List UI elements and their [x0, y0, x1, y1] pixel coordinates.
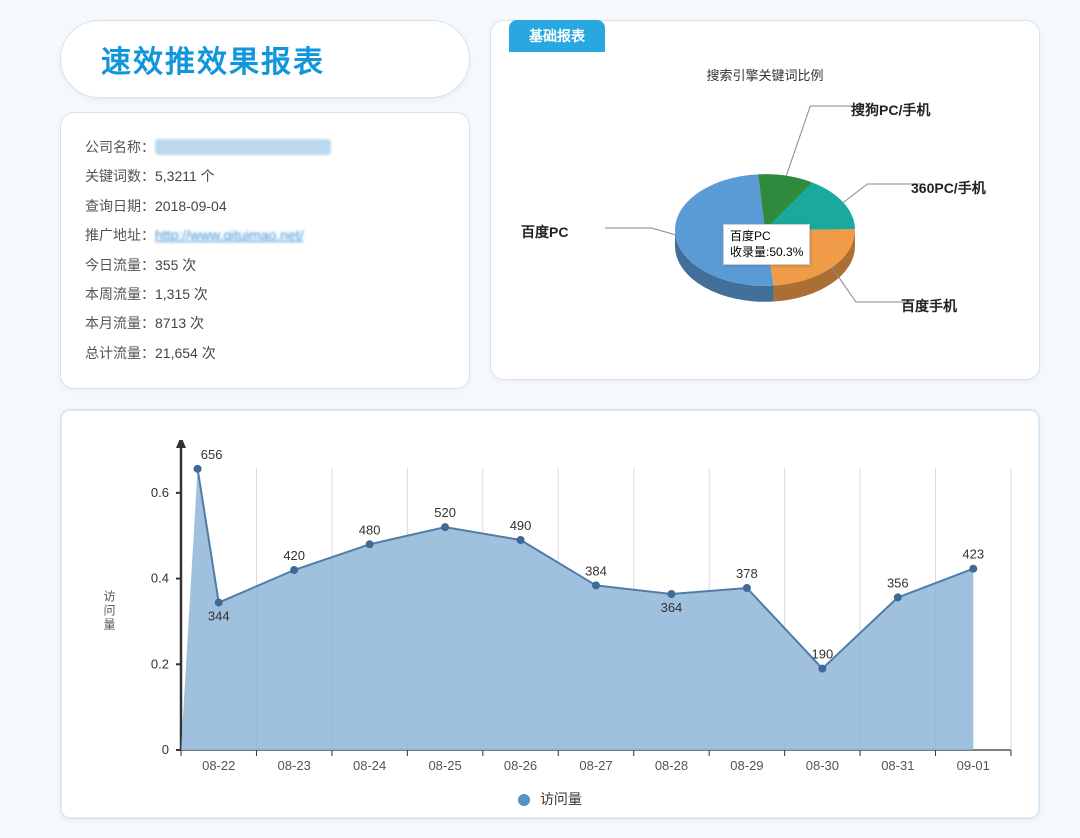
- data-value-label: 520: [434, 505, 456, 520]
- svg-text:0.6: 0.6: [151, 485, 169, 500]
- label-url: 推广地址：: [85, 221, 155, 250]
- value-week: 1,315 次: [155, 280, 208, 309]
- data-point[interactable]: [818, 665, 826, 673]
- area-ylabel: 访问量: [101, 590, 118, 632]
- data-point[interactable]: [194, 465, 202, 473]
- label-keywords: 关键词数：: [85, 162, 155, 191]
- data-value-label: 490: [510, 518, 532, 533]
- label-date: 查询日期：: [85, 192, 155, 221]
- xtick-label: 08-31: [881, 758, 914, 773]
- data-point[interactable]: [366, 540, 374, 548]
- report-title-pill: 速效推效果报表: [60, 20, 470, 98]
- info-row-week: 本周流量： 1,315 次: [85, 280, 445, 309]
- data-value-label: 364: [661, 600, 683, 615]
- xtick-label: 08-28: [655, 758, 688, 773]
- svg-text:0: 0: [162, 742, 169, 757]
- data-point[interactable]: [517, 536, 525, 544]
- label-total: 总计流量：: [85, 339, 155, 368]
- info-row-total: 总计流量： 21,654 次: [85, 339, 445, 368]
- xtick-label: 08-25: [428, 758, 461, 773]
- value-company-blurred: 上海某某智能科技有限公司: [155, 139, 331, 155]
- value-keywords: 5,3211 个: [155, 162, 215, 191]
- data-value-label: 356: [887, 576, 909, 591]
- data-point[interactable]: [743, 584, 751, 592]
- data-value-label: 423: [962, 547, 984, 562]
- area-chart: 0 0.2 0.4 0.6 08-22 08-23 08-24 08-25 08-26 08-27…: [91, 440, 1021, 780]
- data-point[interactable]: [969, 565, 977, 573]
- pie-card: 基础报表 搜索引擎关键词比例 百度PC搜狗PC/手机360PC/手机百度手机百度…: [490, 20, 1040, 380]
- xtick-label: 08-29: [730, 758, 763, 773]
- data-value-label: 344: [208, 609, 230, 624]
- data-value-label: 420: [283, 548, 305, 563]
- data-value-label: 190: [812, 647, 834, 662]
- data-value-label: 656: [201, 447, 223, 462]
- data-value-label: 480: [359, 522, 381, 537]
- xtick-label: 08-27: [579, 758, 612, 773]
- svg-text:0.2: 0.2: [151, 656, 169, 671]
- report-title: 速效推效果报表: [101, 37, 429, 81]
- label-week: 本周流量：: [85, 280, 155, 309]
- svg-text:0.4: 0.4: [151, 571, 169, 586]
- pie-slice-label: 360PC/手机: [911, 178, 986, 198]
- area-fill: [181, 469, 973, 750]
- info-row-month: 本月流量： 8713 次: [85, 309, 445, 338]
- data-point[interactable]: [215, 599, 223, 607]
- pie-tooltip: 百度PC收录量:50.3%: [723, 224, 810, 265]
- label-company: 公司名称：: [85, 133, 155, 162]
- xtick-label: 08-30: [806, 758, 839, 773]
- data-point[interactable]: [667, 590, 675, 598]
- data-point[interactable]: [894, 594, 902, 602]
- data-point[interactable]: [592, 582, 600, 590]
- info-row-company: 公司名称： 上海某某智能科技有限公司: [85, 133, 445, 162]
- xtick-label: 08-23: [278, 758, 311, 773]
- info-row-today: 今日流量： 355 次: [85, 251, 445, 280]
- legend-text: 访问量: [540, 791, 582, 807]
- data-point[interactable]: [441, 523, 449, 531]
- value-date: 2018-09-04: [155, 192, 227, 221]
- xtick-label: 08-22: [202, 758, 235, 773]
- pie-slice-label: 搜狗PC/手机: [851, 100, 930, 120]
- pie-chart: 百度PC 搜狗PC/手机 360PC/手机百度手机 百度PC收录量:50.3%: [491, 84, 1039, 364]
- value-total: 21,654 次: [155, 339, 216, 368]
- label-today: 今日流量：: [85, 251, 155, 280]
- value-today: 355 次: [155, 251, 196, 280]
- info-card: 公司名称： 上海某某智能科技有限公司 关键词数： 5,3211 个 查询日期： …: [60, 112, 470, 389]
- xtick-label: 09-01: [957, 758, 990, 773]
- area-legend: 访问量: [91, 789, 1009, 809]
- info-row-keywords: 关键词数： 5,3211 个: [85, 162, 445, 191]
- xtick-label: 08-26: [504, 758, 537, 773]
- info-row-url: 推广地址： http://www.qituimao.net/: [85, 221, 445, 250]
- data-value-label: 378: [736, 566, 758, 581]
- xtick-label: 08-24: [353, 758, 386, 773]
- value-month: 8713 次: [155, 309, 204, 338]
- pie-slice-label: 百度PC: [521, 222, 568, 242]
- data-value-label: 384: [585, 564, 607, 579]
- pie-slice-label: 百度手机: [901, 296, 957, 316]
- data-point[interactable]: [290, 566, 298, 574]
- value-url-blurred[interactable]: http://www.qituimao.net/: [155, 221, 304, 250]
- legend-dot-icon: [518, 794, 530, 806]
- info-row-date: 查询日期： 2018-09-04: [85, 192, 445, 221]
- pie-tab[interactable]: 基础报表: [509, 20, 605, 52]
- label-month: 本月流量：: [85, 309, 155, 338]
- area-card: 访问量 00.20.40.608-2208-2308-2408-2508-260…: [60, 409, 1040, 819]
